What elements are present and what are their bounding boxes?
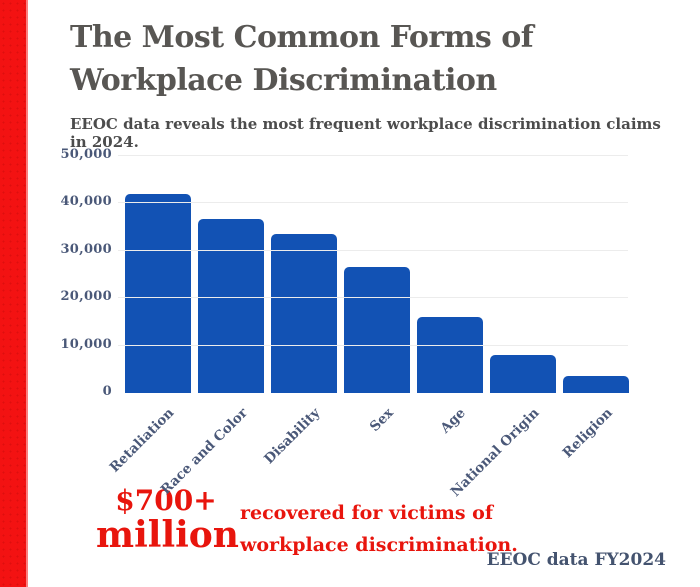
gridline-40000 <box>118 202 628 204</box>
y-axis-tick-label: 50,000 <box>60 147 112 162</box>
stat-description-line1: recovered for victims of <box>240 502 494 524</box>
gridline-20000 <box>118 297 628 299</box>
bar-religion <box>563 375 629 393</box>
bar-age <box>417 317 483 393</box>
stat-description: recovered for victims of workplace discr… <box>240 497 540 561</box>
x-axis-label-text: Retaliation <box>106 405 178 476</box>
y-axis-tick-label: 20,000 <box>60 289 112 305</box>
x-axis-label-text: Disability <box>261 405 324 468</box>
stat-amount-line2: million <box>96 514 239 556</box>
bar-disability <box>271 234 337 393</box>
bars-group <box>125 193 629 393</box>
y-axis-tick-label: 10,000 <box>60 336 112 352</box>
chart-plot-area <box>118 155 629 393</box>
stat-description-line2: workplace discrimination. <box>240 534 518 556</box>
page-title: The Most Common Forms of Workplace Discr… <box>70 16 630 102</box>
stat-amount-line1: $700+ <box>115 484 217 517</box>
x-axis-label-text: Sex <box>366 405 397 435</box>
bar-national-origin <box>490 355 556 393</box>
title-line-1: The Most Common Forms of <box>70 20 534 55</box>
gridline-10000 <box>118 344 628 346</box>
y-axis-tick-label: 0 <box>102 384 112 399</box>
y-axis-tick-label: 30,000 <box>60 241 112 257</box>
red-accent-strip <box>0 0 28 587</box>
bar-sex <box>344 266 410 393</box>
title-line-2: Workplace Discrimination <box>70 63 497 98</box>
y-axis-tick-label: 40,000 <box>60 194 112 210</box>
x-axis-label-text: Religion <box>559 405 616 462</box>
x-axis-label-text: Age <box>437 405 470 437</box>
gridline-30000 <box>118 249 628 251</box>
page-subtitle: EEOC data reveals the most frequent work… <box>70 115 661 151</box>
stat-amount: $700+ million <box>96 484 239 556</box>
gridline-50000 <box>118 155 628 156</box>
data-source-label: EEOC data FY2024 <box>486 550 666 570</box>
bar-race-and-color <box>198 218 264 393</box>
bar-retaliation <box>125 193 191 393</box>
